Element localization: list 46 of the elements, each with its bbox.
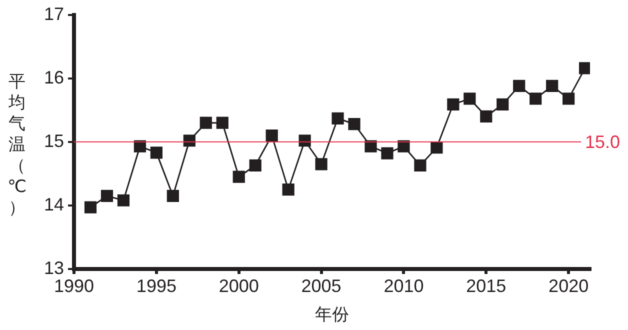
x-tick-label: 2015 (466, 276, 506, 296)
point (117, 194, 130, 206)
point (84, 201, 97, 214)
point (232, 170, 245, 183)
point (546, 80, 558, 92)
point (430, 142, 443, 154)
point (348, 118, 360, 130)
point (414, 159, 426, 172)
y-tick-label: 16 (44, 67, 64, 88)
point (282, 184, 294, 196)
point (530, 92, 542, 105)
ref-line-label: 15.0 (584, 132, 620, 152)
point (480, 110, 492, 123)
point (464, 92, 476, 105)
x-tick-label: 1995 (136, 276, 176, 296)
point (381, 147, 394, 160)
y-axis-title: 平均气温（℃） (6, 72, 28, 219)
point (216, 116, 228, 129)
point (447, 98, 460, 110)
point (513, 80, 526, 92)
x-axis-title: 年份 (315, 305, 350, 326)
point (134, 140, 146, 152)
point (298, 134, 311, 147)
y-tick-label: 17 (44, 4, 64, 24)
point (183, 134, 196, 147)
x-tick-label: 1990 (54, 276, 94, 296)
x-tick-label: 2005 (301, 276, 342, 296)
point (266, 129, 278, 142)
y-tick-label: 15 (44, 130, 64, 151)
point (200, 116, 212, 129)
point (496, 98, 509, 110)
point (364, 140, 377, 152)
x-tick-label: 2010 (384, 276, 424, 296)
point (398, 140, 410, 152)
point (249, 159, 262, 172)
point (100, 190, 114, 202)
x-tick-label: 2020 (548, 276, 589, 296)
point (332, 112, 344, 124)
point (315, 158, 328, 170)
point (166, 190, 179, 202)
y-tick-label: 13 (44, 258, 64, 278)
y-tick-label: 14 (44, 194, 64, 214)
point (150, 146, 162, 159)
point (579, 62, 590, 74)
point (562, 92, 575, 105)
x-tick-label: 2000 (218, 276, 259, 296)
